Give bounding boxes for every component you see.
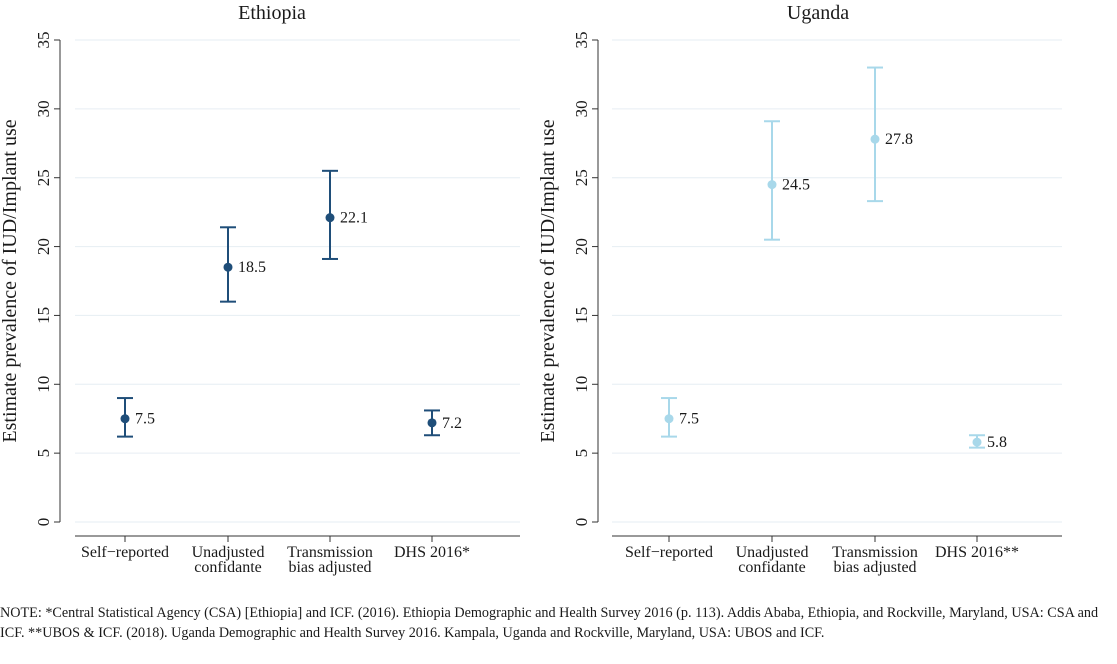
panel-2-data-point	[767, 180, 777, 190]
panel-1-x-tick-label: bias adjusted	[288, 559, 371, 576]
panel-2-x-tick-label: DHS 2016**	[935, 544, 1019, 561]
panel-2-y-tick-label: 0	[572, 518, 591, 527]
panel-1-data-point	[325, 213, 335, 223]
panel-1-y-tick-label: 30	[34, 100, 53, 117]
panel-1-x-tick-label: Self−reported	[81, 544, 169, 561]
panel-2-x-tick-label: Unadjusted	[736, 544, 809, 561]
panel-1-y-axis-label: Estimate prevalence of IUD/Implant use	[0, 119, 21, 442]
panel-2-y-tick-label: 25	[572, 169, 591, 186]
panel-1-title: Ethiopia	[238, 2, 306, 24]
panel-1-y-tick-label: 20	[34, 238, 53, 255]
panel-1-data-label: 7.5	[135, 411, 155, 428]
panel-2-y-tick-label: 35	[572, 32, 591, 49]
panel-2-y-tick-label: 15	[572, 307, 591, 324]
panel-2-data-point	[664, 414, 674, 424]
panel-2-data-label: 5.8	[987, 434, 1007, 451]
panel-1-data-point	[120, 414, 130, 424]
charts-figure: Ethiopia 0 5 10 15 20 25 30 35 Estimate prevalenc…	[0, 2, 1062, 576]
panel-2-y-tick-label: 20	[572, 238, 591, 255]
panel-1-y-tick-label: 35	[34, 32, 53, 49]
panel-2-data-label: 27.8	[885, 131, 913, 148]
panel-1-y-tick-label: 25	[34, 169, 53, 186]
source-note: NOTE: *Central Statistical Agency (CSA) …	[0, 605, 1099, 641]
panel-1-data-point	[427, 418, 437, 428]
panel-2-y-axis-label: Estimate prevalence of IUD/Implant use	[537, 119, 559, 442]
panel-2-y-tick-label: 30	[572, 100, 591, 117]
panel-2-x-tick-label: Transmission	[832, 544, 918, 561]
panel-1-data-label: 22.1	[340, 210, 368, 227]
panel-1-y-tick-label: 0	[34, 518, 53, 527]
panel-1-data-point	[223, 262, 233, 272]
panel-1-y-tick-label: 10	[34, 376, 53, 393]
panel-2-data-point	[972, 437, 982, 447]
panel-1-x-tick-label: DHS 2016*	[394, 544, 470, 561]
panel-1-data-label: 7.2	[442, 415, 462, 432]
panel-2-x-tick-label: Self−reported	[625, 544, 713, 561]
panel-2-y-tick-label: 10	[572, 376, 591, 393]
panel-1-y-tick-label: 15	[34, 307, 53, 324]
panel-2-title: Uganda	[787, 2, 849, 24]
panel-2-data-label: 7.5	[679, 411, 699, 428]
panel-1-x-tick-label: Transmission	[287, 544, 373, 561]
panel-2-x-tick-label: confidante	[738, 559, 806, 576]
panel-1-data-label: 18.5	[238, 259, 266, 276]
panel-2-data-point	[870, 134, 880, 144]
panel-2-x-tick-label: bias adjusted	[833, 559, 916, 576]
panel-2-data-label: 24.5	[782, 177, 810, 194]
panel-2-y-tick-label: 5	[572, 449, 591, 458]
panel-1-x-tick-label: confidante	[194, 559, 262, 576]
panel-1-x-tick-label: Unadjusted	[192, 544, 265, 561]
panel-1-y-tick-label: 5	[34, 449, 53, 458]
